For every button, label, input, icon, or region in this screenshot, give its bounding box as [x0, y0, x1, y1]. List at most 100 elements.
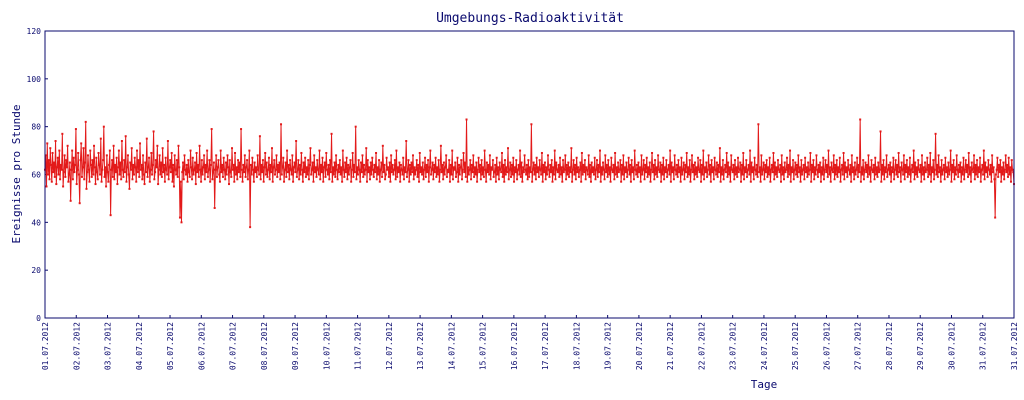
data-point — [887, 163, 890, 166]
data-point — [497, 166, 500, 169]
data-point — [944, 156, 947, 159]
data-point — [125, 180, 128, 183]
data-point — [762, 161, 765, 164]
data-point — [553, 173, 556, 176]
data-point — [974, 163, 977, 166]
data-point — [614, 173, 617, 176]
data-point — [454, 175, 457, 178]
data-point — [152, 130, 155, 133]
data-point — [64, 175, 67, 178]
data-point — [783, 178, 785, 181]
data-point — [848, 173, 851, 176]
data-point — [769, 180, 772, 183]
data-point — [375, 151, 378, 154]
data-point — [963, 168, 966, 171]
data-point — [816, 175, 819, 178]
data-point — [537, 175, 540, 178]
data-point — [958, 171, 961, 174]
data-point — [887, 168, 890, 171]
data-point — [493, 171, 496, 174]
data-point — [186, 180, 189, 183]
data-point — [731, 171, 734, 174]
data-point — [670, 161, 673, 164]
data-point — [568, 175, 571, 178]
data-point — [99, 173, 102, 176]
data-point — [811, 171, 814, 174]
data-point — [682, 161, 685, 164]
data-point — [676, 175, 679, 178]
data-point — [231, 147, 234, 150]
data-point — [78, 202, 81, 205]
data-point — [336, 178, 339, 181]
data-point — [151, 173, 154, 176]
data-point — [398, 161, 401, 164]
data-point — [211, 178, 214, 181]
data-point — [267, 168, 270, 171]
data-point — [322, 180, 325, 183]
data-point — [108, 163, 111, 166]
data-point — [187, 159, 190, 162]
x-tick-label: 05.07.2012 — [166, 322, 175, 370]
data-point — [902, 173, 905, 176]
data-point — [281, 166, 284, 169]
data-point — [714, 168, 717, 171]
data-point — [780, 154, 783, 157]
data-point — [585, 166, 588, 169]
data-point — [113, 178, 116, 181]
data-point — [454, 161, 457, 164]
data-point — [817, 163, 820, 166]
data-point — [933, 178, 936, 181]
data-point — [151, 163, 154, 166]
x-tick-label: 31.07.2012 — [979, 322, 988, 370]
data-point — [215, 154, 218, 157]
data-point — [884, 166, 887, 169]
data-point — [381, 175, 384, 178]
data-point — [634, 168, 637, 171]
data-point — [164, 156, 167, 159]
data-point — [192, 173, 195, 176]
x-tick-label: 30.07.2012 — [947, 322, 956, 370]
data-point — [249, 226, 252, 229]
data-point — [758, 166, 761, 169]
data-point — [162, 171, 165, 174]
data-point — [691, 171, 694, 174]
data-point — [850, 180, 853, 183]
data-point — [908, 173, 911, 176]
data-point — [697, 156, 700, 159]
data-point — [399, 163, 402, 166]
data-point — [1010, 159, 1013, 162]
data-point — [908, 156, 911, 159]
data-point — [297, 159, 300, 162]
data-point — [60, 168, 63, 171]
data-point — [736, 175, 739, 178]
data-point — [547, 168, 550, 171]
data-point — [88, 180, 91, 183]
data-point — [709, 180, 712, 183]
data-point — [798, 171, 801, 174]
data-point — [966, 163, 969, 166]
data-point — [178, 166, 181, 169]
data-point — [492, 175, 495, 178]
data-point — [470, 163, 473, 166]
data-point — [446, 168, 449, 171]
data-point — [664, 171, 667, 174]
data-point — [159, 173, 162, 176]
data-point — [372, 168, 375, 171]
data-point — [253, 161, 256, 164]
data-point — [897, 151, 900, 154]
data-point — [571, 180, 574, 183]
data-point — [375, 178, 378, 181]
data-point — [758, 171, 761, 174]
data-point — [738, 168, 741, 171]
data-point — [997, 175, 1000, 178]
data-point — [185, 173, 188, 176]
data-point — [173, 154, 176, 157]
data-point — [256, 154, 259, 157]
data-point — [559, 156, 562, 159]
data-point — [189, 149, 192, 152]
data-point — [907, 166, 910, 169]
data-point — [658, 171, 661, 174]
data-point — [98, 163, 101, 166]
x-tick-label: 01.07.2012 — [41, 322, 50, 370]
data-point — [796, 175, 799, 178]
